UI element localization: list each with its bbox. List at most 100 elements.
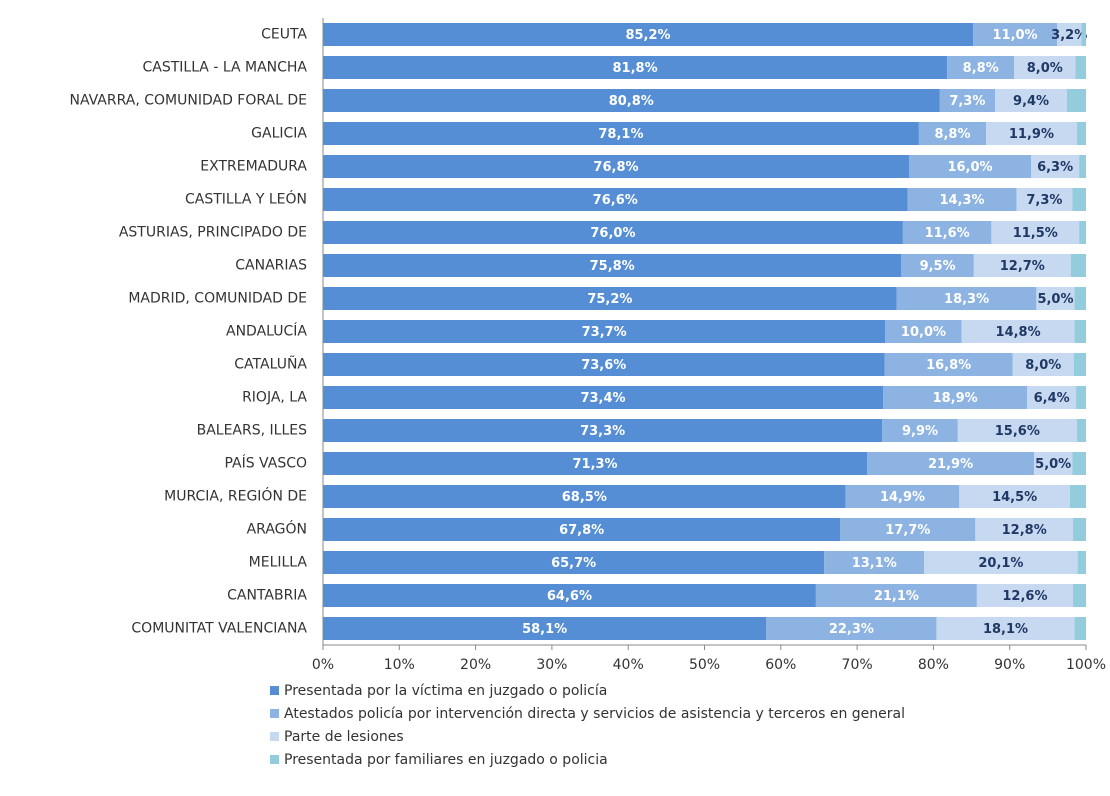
bar-segment — [323, 56, 948, 79]
bar-segment — [1072, 452, 1086, 475]
data-label: 21,1% — [874, 589, 919, 604]
bar-segment — [323, 122, 919, 145]
bar-segment — [323, 221, 903, 244]
data-label: 11,0% — [992, 28, 1037, 43]
data-label: 14,9% — [880, 490, 925, 505]
y-tick-label: MELILLA — [249, 555, 308, 571]
bar-segment — [323, 419, 883, 442]
bar-segment — [975, 518, 1074, 541]
bar-segment — [995, 89, 1067, 112]
data-label: 5,0% — [1035, 457, 1071, 472]
bar-segment — [1073, 584, 1086, 607]
bar-segment — [1070, 254, 1086, 277]
bar-segment — [323, 320, 886, 343]
bar-segment — [840, 518, 976, 541]
data-label: 10,0% — [901, 325, 946, 340]
bar-segment — [901, 254, 974, 277]
bar-segment — [1077, 551, 1086, 574]
bar-segment — [1079, 155, 1086, 178]
legend-label: Presentada por familiares en juzgado o p… — [284, 752, 608, 768]
x-tick-label: 0% — [312, 657, 334, 673]
bar-segment — [1034, 452, 1073, 475]
data-label: 17,7% — [885, 523, 930, 538]
bar-segment — [323, 287, 897, 310]
data-label: 18,9% — [933, 391, 978, 406]
y-tick-label: ANDALUCÍA — [226, 323, 307, 340]
legend-swatch — [270, 755, 279, 764]
data-label: 16,8% — [926, 358, 971, 373]
data-label: 5,0% — [1037, 292, 1073, 307]
bar-segment — [766, 617, 937, 640]
bar-segment — [323, 89, 940, 112]
x-tick-label: 10% — [384, 657, 415, 673]
data-label: 8,8% — [934, 127, 970, 142]
data-label: 71,3% — [572, 457, 617, 472]
data-label: 18,1% — [983, 622, 1028, 637]
data-label: 14,8% — [996, 325, 1041, 340]
x-tick-label: 90% — [994, 657, 1025, 673]
bar-segment — [896, 287, 1037, 310]
data-label: 68,5% — [562, 490, 607, 505]
data-label: 76,6% — [593, 193, 638, 208]
bar-segment — [1074, 617, 1086, 640]
bar-segment — [323, 551, 825, 574]
bar-segment — [1027, 386, 1077, 409]
data-label: 65,7% — [551, 556, 596, 571]
bar-segment — [845, 485, 960, 508]
y-tick-label: EXTREMADURA — [200, 159, 307, 175]
data-label: 11,5% — [1013, 226, 1058, 241]
bar-segment — [1081, 23, 1086, 46]
data-label: 11,6% — [925, 226, 970, 241]
data-label: 12,6% — [1002, 589, 1047, 604]
data-label: 67,8% — [559, 523, 604, 538]
data-label: 9,5% — [920, 259, 956, 274]
bar-segment — [1016, 188, 1073, 211]
legend-swatch — [270, 732, 279, 741]
data-label: 7,3% — [949, 94, 985, 109]
bar-segment — [947, 56, 1015, 79]
bar-segment — [1031, 155, 1080, 178]
y-tick-label: COMUNITAT VALENCIANA — [131, 621, 307, 637]
y-tick-label: MADRID, COMUNIDAD DE — [128, 291, 307, 307]
bar-segment — [885, 320, 962, 343]
x-tick-label: 50% — [689, 657, 720, 673]
bar-segment — [957, 419, 1077, 442]
data-label: 12,8% — [1002, 523, 1047, 538]
bar-segment — [1014, 56, 1076, 79]
data-label: 73,4% — [580, 391, 625, 406]
bar-segment — [323, 23, 974, 46]
bar-segment — [323, 155, 909, 178]
data-label: 7,3% — [1026, 193, 1062, 208]
data-label: 22,3% — [829, 622, 874, 637]
y-tick-label: RIOJA, LA — [242, 390, 307, 406]
bar-segment — [1012, 353, 1074, 376]
y-tick-label: PAÍS VASCO — [224, 455, 307, 472]
bar-segment — [323, 452, 868, 475]
legend-label: Presentada por la víctima en juzgado o p… — [284, 683, 607, 699]
data-label: 80,8% — [609, 94, 654, 109]
data-label: 73,3% — [580, 424, 625, 439]
bar-segment — [1074, 287, 1086, 310]
bar-segment — [815, 584, 977, 607]
data-label: 73,7% — [582, 325, 627, 340]
y-tick-label: ASTURIAS, PRINCIPADO DE — [119, 225, 307, 241]
data-label: 12,7% — [1000, 259, 1045, 274]
bar-segment — [1073, 518, 1086, 541]
bar-segment — [883, 386, 1028, 409]
bar-segment — [323, 485, 846, 508]
data-label: 85,2% — [625, 28, 670, 43]
bar-segment — [884, 353, 1013, 376]
bar-segment — [323, 254, 902, 277]
data-label: 16,0% — [947, 160, 992, 175]
bar-segment — [961, 320, 1075, 343]
data-label: 75,2% — [587, 292, 632, 307]
bar-segment — [323, 353, 885, 376]
x-tick-label: 30% — [536, 657, 567, 673]
bar-segment — [1076, 419, 1086, 442]
data-label: 75,8% — [590, 259, 635, 274]
y-tick-label: CASTILLA Y LEÓN — [185, 190, 307, 208]
bar-segment — [867, 452, 1035, 475]
bar-segment — [1079, 221, 1086, 244]
bar-segment — [323, 386, 884, 409]
